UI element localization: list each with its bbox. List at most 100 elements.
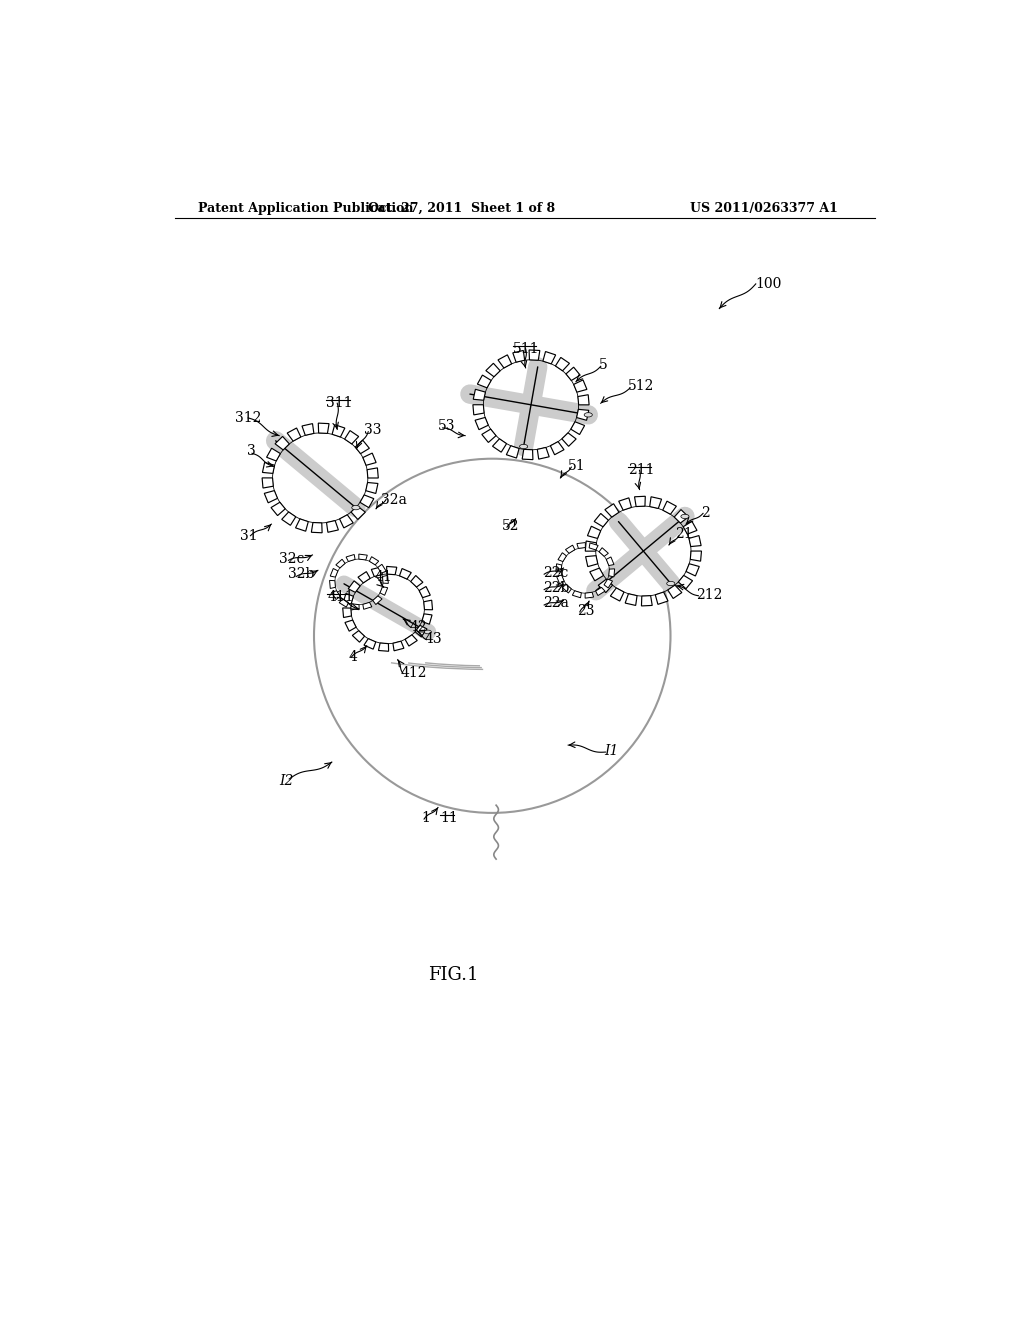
Polygon shape	[345, 430, 358, 444]
Polygon shape	[339, 599, 348, 607]
Polygon shape	[262, 478, 273, 488]
Polygon shape	[649, 496, 662, 508]
Polygon shape	[562, 585, 571, 593]
Polygon shape	[594, 513, 608, 527]
Polygon shape	[605, 504, 618, 517]
Polygon shape	[366, 483, 378, 494]
Polygon shape	[690, 550, 701, 561]
Ellipse shape	[519, 445, 527, 449]
Polygon shape	[586, 541, 596, 552]
Polygon shape	[302, 424, 314, 436]
Polygon shape	[330, 569, 338, 577]
Polygon shape	[604, 579, 612, 587]
Polygon shape	[393, 642, 403, 651]
Polygon shape	[311, 523, 323, 533]
Text: US 2011/0263377 A1: US 2011/0263377 A1	[689, 202, 838, 215]
Polygon shape	[473, 389, 485, 400]
Polygon shape	[674, 510, 688, 523]
Polygon shape	[271, 502, 286, 516]
Polygon shape	[351, 506, 366, 520]
Polygon shape	[498, 355, 512, 368]
Polygon shape	[327, 520, 338, 532]
Text: 22c: 22c	[543, 566, 568, 579]
Polygon shape	[378, 564, 386, 573]
Polygon shape	[330, 581, 336, 589]
Text: 41: 41	[375, 569, 392, 583]
Polygon shape	[336, 560, 345, 568]
Text: 33: 33	[365, 424, 382, 437]
Polygon shape	[282, 512, 296, 525]
Polygon shape	[588, 527, 601, 539]
Text: 4: 4	[349, 649, 357, 664]
Polygon shape	[565, 545, 574, 553]
Polygon shape	[570, 422, 585, 434]
Text: 411: 411	[328, 590, 354, 605]
Text: 3: 3	[247, 444, 255, 458]
Polygon shape	[262, 462, 274, 474]
Text: 312: 312	[234, 411, 261, 425]
Polygon shape	[562, 433, 577, 446]
Polygon shape	[358, 554, 368, 560]
Text: 511: 511	[513, 342, 540, 355]
Polygon shape	[362, 602, 372, 610]
Polygon shape	[589, 543, 598, 550]
Text: 32c: 32c	[280, 552, 304, 566]
Polygon shape	[558, 553, 566, 561]
Polygon shape	[370, 557, 379, 565]
Polygon shape	[358, 572, 371, 583]
Text: 53: 53	[438, 420, 456, 433]
Polygon shape	[332, 425, 345, 437]
Polygon shape	[590, 568, 603, 581]
Polygon shape	[382, 576, 388, 583]
Text: 22a: 22a	[543, 597, 568, 610]
Ellipse shape	[352, 506, 359, 510]
Polygon shape	[683, 521, 697, 535]
Polygon shape	[475, 417, 488, 430]
Text: I1: I1	[604, 744, 618, 758]
Polygon shape	[585, 593, 594, 598]
Polygon shape	[296, 519, 308, 531]
Polygon shape	[275, 437, 290, 450]
Text: Patent Application Publication: Patent Application Publication	[198, 202, 414, 215]
Polygon shape	[485, 363, 500, 376]
Text: 32a: 32a	[381, 492, 408, 507]
Ellipse shape	[681, 515, 689, 519]
Polygon shape	[550, 442, 564, 455]
Text: 311: 311	[326, 396, 352, 411]
Polygon shape	[380, 586, 388, 595]
Polygon shape	[668, 585, 682, 598]
Polygon shape	[641, 595, 652, 606]
Text: 212: 212	[696, 587, 723, 602]
Polygon shape	[340, 515, 353, 528]
Polygon shape	[538, 447, 549, 459]
Polygon shape	[635, 496, 645, 507]
Polygon shape	[689, 536, 701, 546]
Polygon shape	[343, 609, 351, 618]
Text: 43: 43	[425, 632, 442, 645]
Polygon shape	[610, 587, 624, 601]
Text: I2: I2	[280, 774, 294, 788]
Polygon shape	[373, 595, 382, 605]
Polygon shape	[348, 581, 360, 593]
Polygon shape	[586, 556, 598, 566]
Text: 23: 23	[578, 605, 595, 618]
Polygon shape	[411, 576, 423, 587]
Polygon shape	[264, 491, 278, 503]
Polygon shape	[368, 467, 378, 478]
Polygon shape	[543, 351, 556, 364]
Polygon shape	[513, 351, 524, 362]
Text: 51: 51	[568, 459, 586, 474]
Text: 512: 512	[628, 379, 654, 393]
Polygon shape	[364, 639, 376, 649]
Polygon shape	[578, 395, 589, 405]
Text: 32b: 32b	[289, 568, 314, 581]
Polygon shape	[379, 643, 388, 651]
Ellipse shape	[424, 630, 431, 634]
Polygon shape	[415, 626, 427, 636]
Polygon shape	[266, 449, 281, 461]
Polygon shape	[332, 590, 340, 599]
Polygon shape	[577, 543, 586, 548]
Polygon shape	[399, 569, 412, 579]
Text: Oct. 27, 2011  Sheet 1 of 8: Oct. 27, 2011 Sheet 1 of 8	[368, 202, 555, 215]
Text: 5: 5	[598, 358, 607, 372]
